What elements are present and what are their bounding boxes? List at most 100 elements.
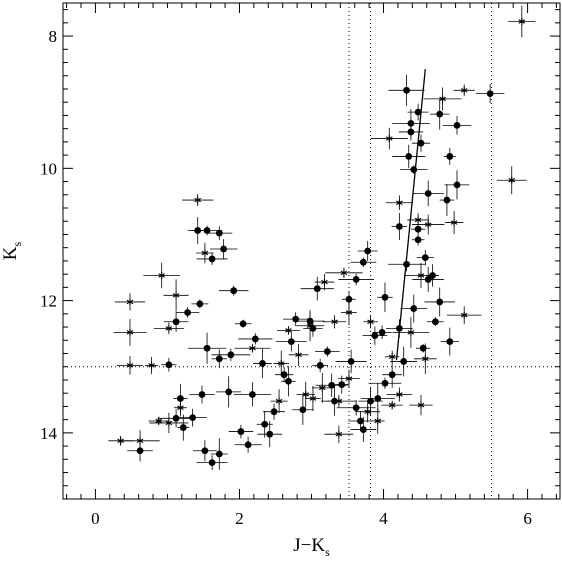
circle-point [238, 333, 273, 345]
circle-marker [395, 223, 403, 230]
circle-marker [403, 86, 410, 94]
circle-marker [270, 408, 278, 416]
circle-point [444, 170, 470, 200]
star-point [325, 267, 363, 279]
circle-marker [251, 335, 259, 343]
circle-point [440, 327, 460, 356]
circle-marker [323, 348, 331, 355]
circle-marker [405, 153, 413, 160]
circle-point [416, 249, 434, 266]
circle-point [157, 409, 195, 428]
star-point [341, 299, 357, 326]
circle-marker [299, 406, 307, 414]
circle-point [211, 348, 251, 362]
circle-marker [239, 320, 247, 328]
circle-point [303, 320, 323, 337]
tick-labels: 0 2 4 6 8 10 12 14 [40, 27, 532, 528]
star-point [322, 315, 347, 329]
circle-marker [244, 441, 252, 449]
star-point [173, 399, 187, 417]
circle-marker [357, 417, 364, 425]
circle-point [357, 241, 378, 261]
circle-marker [287, 338, 295, 346]
x-tick-label: 4 [379, 509, 388, 528]
circle-point [377, 282, 393, 313]
circle-marker [436, 110, 444, 118]
circle-point [398, 123, 424, 141]
y-tick-label: 8 [49, 27, 58, 46]
x-tick-label: 2 [235, 509, 244, 528]
circle-marker [230, 287, 238, 295]
star-stroke [306, 323, 314, 328]
star-point [270, 389, 288, 414]
star-point [403, 262, 439, 288]
circle-marker [198, 391, 206, 398]
circle-point [196, 455, 228, 470]
circle-marker [266, 430, 274, 438]
star-point [355, 401, 381, 423]
star-stroke [345, 376, 353, 381]
y-tick-label: 12 [40, 292, 57, 311]
star-point [143, 262, 181, 289]
star-stroke [165, 420, 173, 426]
circle-marker [400, 358, 408, 365]
star-point [163, 279, 189, 312]
star-point [120, 430, 160, 452]
circle-point [368, 377, 402, 389]
circle-point [315, 373, 348, 397]
star-stroke [148, 363, 155, 368]
circle-marker [345, 295, 353, 303]
circle-marker [381, 293, 389, 301]
circle-point [439, 184, 455, 216]
star-point [182, 194, 214, 207]
circle-marker [338, 381, 346, 388]
circle-marker [443, 196, 451, 204]
star-stroke [385, 136, 393, 141]
circle-point [427, 317, 444, 327]
circle-marker [172, 318, 180, 326]
circle-point [372, 325, 392, 340]
star-stroke [309, 396, 317, 401]
star-point [409, 394, 433, 416]
star-stroke [417, 402, 425, 408]
circle-marker [259, 360, 266, 367]
star-stroke [126, 330, 134, 335]
star-stroke [275, 398, 283, 404]
y-axis-label-sub: s [10, 241, 24, 246]
star-stroke [518, 19, 526, 24]
circle-point [210, 438, 228, 470]
circle-marker [201, 447, 209, 455]
x-axis-label-sub: s [325, 545, 330, 557]
star-point [338, 369, 360, 388]
circle-point [391, 213, 408, 241]
circle-point [335, 349, 367, 374]
circle-point [348, 411, 373, 431]
star-stroke [172, 293, 180, 298]
star-stroke [249, 345, 256, 351]
star-point [314, 273, 335, 291]
circle-marker [364, 247, 372, 255]
circle-marker [237, 428, 245, 435]
circle-marker [227, 351, 235, 359]
circle-marker [179, 424, 187, 431]
y-tick-label: 10 [40, 159, 57, 178]
star-stroke [331, 319, 338, 324]
circle-point [193, 440, 217, 462]
circle-marker [208, 255, 216, 263]
circle-point [196, 253, 228, 265]
circle-point [475, 83, 505, 104]
axis-ticks [63, 3, 560, 500]
circle-marker [184, 309, 192, 316]
data-points [108, 5, 536, 470]
star-point [312, 373, 333, 403]
star-point [295, 310, 325, 342]
star-point [324, 425, 354, 443]
circle-marker [431, 318, 439, 326]
star-point [413, 343, 437, 375]
circle-marker [285, 377, 292, 385]
star-point [386, 387, 413, 402]
star-stroke [417, 273, 425, 278]
circle-marker [225, 388, 233, 396]
circle-point [360, 383, 395, 414]
star-stroke [374, 418, 382, 424]
